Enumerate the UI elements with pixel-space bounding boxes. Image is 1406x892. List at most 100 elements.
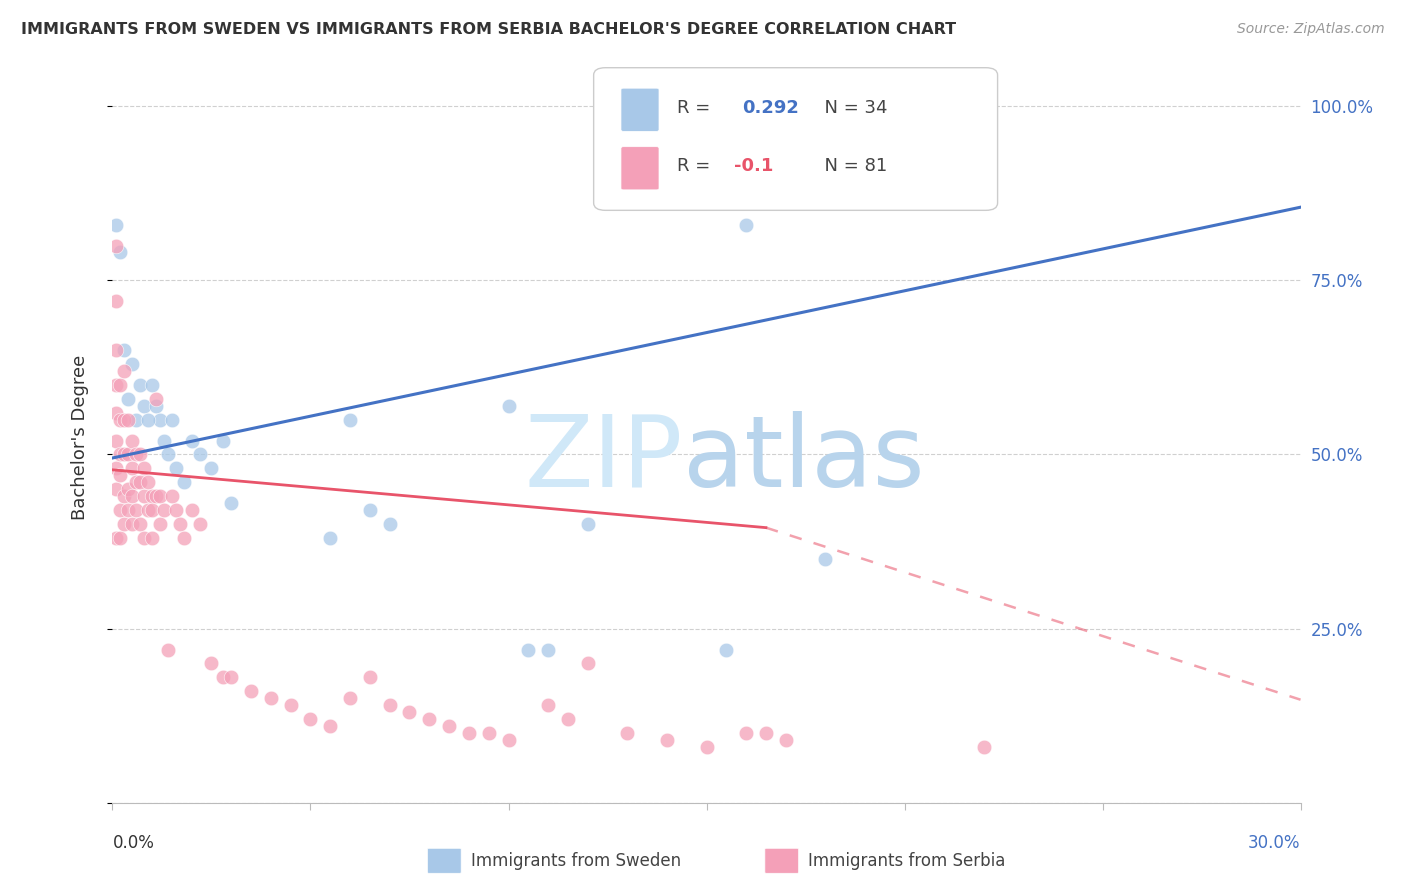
Point — [125, 503, 148, 517]
Point — [212, 670, 235, 684]
Point — [112, 412, 135, 426]
Point — [755, 726, 778, 740]
Point — [576, 517, 599, 532]
Point — [655, 733, 678, 747]
Point — [212, 434, 235, 448]
Point — [219, 670, 242, 684]
Point — [129, 517, 152, 532]
Point — [129, 475, 152, 490]
Point — [105, 434, 128, 448]
Point — [576, 657, 599, 671]
Point — [141, 489, 163, 503]
Point — [260, 691, 283, 706]
Point — [136, 475, 159, 490]
Point — [129, 377, 152, 392]
Text: N = 34: N = 34 — [814, 99, 889, 117]
Point — [280, 698, 302, 713]
Point — [110, 245, 132, 260]
Point — [134, 489, 156, 503]
Point — [112, 364, 135, 378]
Point — [110, 468, 132, 483]
Point — [110, 531, 132, 545]
Point — [165, 503, 187, 517]
Point — [149, 489, 172, 503]
Point — [105, 343, 128, 357]
Point — [616, 726, 638, 740]
Point — [134, 399, 156, 413]
Point — [169, 517, 191, 532]
Point — [141, 531, 163, 545]
Point — [121, 517, 143, 532]
Point — [156, 642, 179, 657]
Text: Immigrants from Serbia: Immigrants from Serbia — [808, 852, 1005, 870]
Point — [145, 399, 167, 413]
Point — [134, 461, 156, 475]
Text: -0.1: -0.1 — [734, 158, 773, 176]
Point — [498, 733, 520, 747]
Point — [156, 448, 179, 462]
Point — [188, 448, 211, 462]
Point — [145, 392, 167, 406]
Text: 30.0%: 30.0% — [1249, 834, 1301, 852]
Point — [121, 489, 143, 503]
Point — [696, 740, 718, 755]
Point — [105, 294, 128, 309]
Point — [339, 412, 361, 426]
Point — [378, 517, 401, 532]
Point — [112, 343, 135, 357]
Text: N = 81: N = 81 — [814, 158, 887, 176]
Point — [105, 218, 128, 232]
FancyBboxPatch shape — [621, 146, 659, 190]
Point — [105, 377, 128, 392]
Point — [105, 461, 128, 475]
Point — [173, 531, 195, 545]
Point — [180, 434, 202, 448]
Point — [339, 691, 361, 706]
Point — [121, 461, 143, 475]
Point — [112, 448, 135, 462]
Point — [149, 517, 172, 532]
Point — [134, 531, 156, 545]
Text: R =: R = — [676, 158, 716, 176]
Point — [437, 719, 460, 733]
Point — [735, 218, 758, 232]
Point — [105, 483, 128, 497]
Point — [180, 503, 202, 517]
Point — [153, 503, 176, 517]
Point — [537, 642, 560, 657]
Point — [117, 503, 139, 517]
Point — [775, 733, 797, 747]
Point — [458, 726, 481, 740]
Point — [319, 719, 342, 733]
Point — [498, 399, 520, 413]
Point — [319, 531, 342, 545]
Point — [110, 412, 132, 426]
Point — [188, 517, 211, 532]
Point — [141, 377, 163, 392]
Point — [160, 412, 183, 426]
Text: 0.292: 0.292 — [742, 99, 799, 117]
Point — [105, 531, 128, 545]
Point — [735, 726, 758, 740]
Point — [149, 412, 172, 426]
Point — [110, 503, 132, 517]
Point — [160, 489, 183, 503]
Point — [105, 406, 128, 420]
FancyBboxPatch shape — [593, 68, 998, 211]
Point — [110, 448, 132, 462]
Point — [110, 377, 132, 392]
Point — [121, 434, 143, 448]
Text: ZIP: ZIP — [524, 410, 683, 508]
Point — [299, 712, 322, 726]
Point — [121, 357, 143, 371]
Point — [973, 740, 995, 755]
Point — [117, 483, 139, 497]
Point — [105, 238, 128, 252]
Point — [112, 517, 135, 532]
Point — [359, 670, 381, 684]
Point — [398, 705, 420, 719]
Point — [117, 412, 139, 426]
Point — [359, 503, 381, 517]
Point — [537, 698, 560, 713]
Point — [200, 657, 222, 671]
